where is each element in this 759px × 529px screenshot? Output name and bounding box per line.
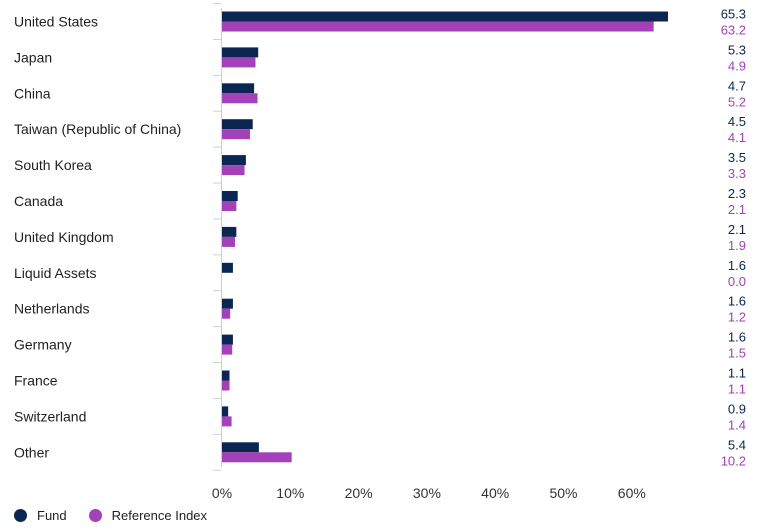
value-label-fund-taiwan-republic-of-china: 4.5	[728, 114, 746, 129]
bar-fund-netherlands	[222, 298, 233, 309]
x-tick-label: 10%	[276, 485, 304, 501]
x-tick-label: 0%	[212, 485, 232, 501]
category-label-germany: Germany	[14, 337, 72, 353]
value-label-reference-index-united-states: 63.2	[721, 23, 746, 38]
value-label-fund-switzerland: 0.9	[728, 401, 746, 416]
bar-fund-china	[222, 83, 255, 94]
x-tick-label: 30%	[413, 485, 441, 501]
bar-reference-index-taiwan-republic-of-china	[222, 129, 251, 140]
legend-swatch-reference-index	[88, 509, 102, 522]
bar-reference-index-united-states	[222, 21, 654, 32]
category-label-south-korea: South Korea	[14, 157, 92, 173]
bar-reference-index-germany	[222, 344, 233, 355]
value-label-reference-index-netherlands: 1.2	[728, 310, 746, 325]
bar-fund-south-korea	[222, 155, 246, 166]
category-label-taiwan-republic-of-china: Taiwan (Republic of China)	[14, 121, 181, 137]
legend-item-fund: Fund	[14, 508, 67, 523]
x-tick-label: 50%	[549, 485, 577, 501]
value-label-reference-index-france: 1.1	[728, 382, 746, 397]
bar-fund-japan	[222, 47, 259, 58]
legend-label-fund: Fund	[37, 508, 67, 523]
bar-fund-france	[222, 370, 230, 381]
category-label-united-kingdom: United Kingdom	[14, 229, 114, 245]
legend-swatch-fund	[14, 509, 27, 522]
bar-fund-canada	[222, 191, 238, 201]
x-tick-label: 40%	[481, 485, 509, 501]
bar-fund-other	[222, 442, 259, 453]
bar-reference-index-china	[222, 93, 258, 104]
bar-reference-index-south-korea	[222, 165, 245, 176]
value-label-fund-germany: 1.6	[728, 330, 746, 345]
value-label-fund-china: 4.7	[728, 78, 746, 93]
value-label-fund-netherlands: 1.6	[728, 294, 746, 309]
value-label-reference-index-other: 10.2	[721, 453, 746, 468]
value-label-fund-canada: 2.3	[728, 186, 746, 201]
value-label-reference-index-south-korea: 3.3	[728, 166, 746, 181]
bar-fund-united-kingdom	[222, 226, 237, 237]
value-label-reference-index-germany: 1.5	[728, 346, 746, 361]
category-label-switzerland: Switzerland	[14, 408, 86, 424]
value-label-fund-france: 1.1	[728, 366, 746, 381]
value-label-fund-other: 5.4	[728, 437, 746, 452]
value-label-reference-index-china: 5.2	[728, 94, 746, 109]
category-label-other: Other	[14, 444, 49, 460]
bar-fund-liquid-assets	[222, 262, 233, 273]
bar-fund-united-states	[222, 11, 668, 22]
bar-fund-switzerland	[222, 406, 229, 417]
value-label-reference-index-switzerland: 1.4	[728, 417, 746, 432]
bar-reference-index-japan	[222, 57, 256, 68]
chart-legend: Fund Reference Index	[14, 508, 229, 523]
x-tick-label: 20%	[345, 485, 373, 501]
value-label-reference-index-canada: 2.1	[728, 202, 746, 217]
category-label-canada: Canada	[14, 193, 63, 209]
bar-reference-index-canada	[222, 201, 237, 211]
value-label-reference-index-taiwan-republic-of-china: 4.1	[728, 130, 746, 145]
bar-fund-germany	[222, 334, 233, 345]
bar-reference-index-netherlands	[222, 308, 231, 319]
bar-reference-index-united-kingdom	[222, 236, 235, 247]
value-label-fund-liquid-assets: 1.6	[728, 258, 746, 273]
legend-item-reference-index: Reference Index	[88, 508, 208, 523]
category-label-netherlands: Netherlands	[14, 301, 90, 317]
value-label-fund-united-states: 65.3	[721, 7, 746, 22]
value-label-fund-south-korea: 3.5	[728, 150, 746, 165]
legend-label-reference-index: Reference Index	[111, 508, 208, 523]
category-label-japan: Japan	[14, 49, 52, 65]
bar-reference-index-switzerland	[222, 416, 232, 427]
category-label-france: France	[14, 373, 58, 389]
value-label-reference-index-japan: 4.9	[728, 58, 746, 73]
value-label-reference-index-united-kingdom: 1.9	[728, 238, 746, 253]
value-label-fund-united-kingdom: 2.1	[728, 222, 746, 237]
bar-reference-index-france	[222, 380, 230, 391]
category-label-liquid-assets: Liquid Assets	[14, 265, 97, 281]
x-tick-label: 60%	[618, 485, 646, 501]
bar-fund-taiwan-republic-of-china	[222, 119, 253, 130]
value-label-fund-japan: 5.3	[728, 42, 746, 57]
category-label-united-states: United States	[14, 14, 98, 30]
bar-reference-index-other	[222, 452, 292, 463]
category-label-china: China	[14, 85, 51, 101]
value-label-reference-index-liquid-assets: 0.0	[728, 274, 746, 289]
